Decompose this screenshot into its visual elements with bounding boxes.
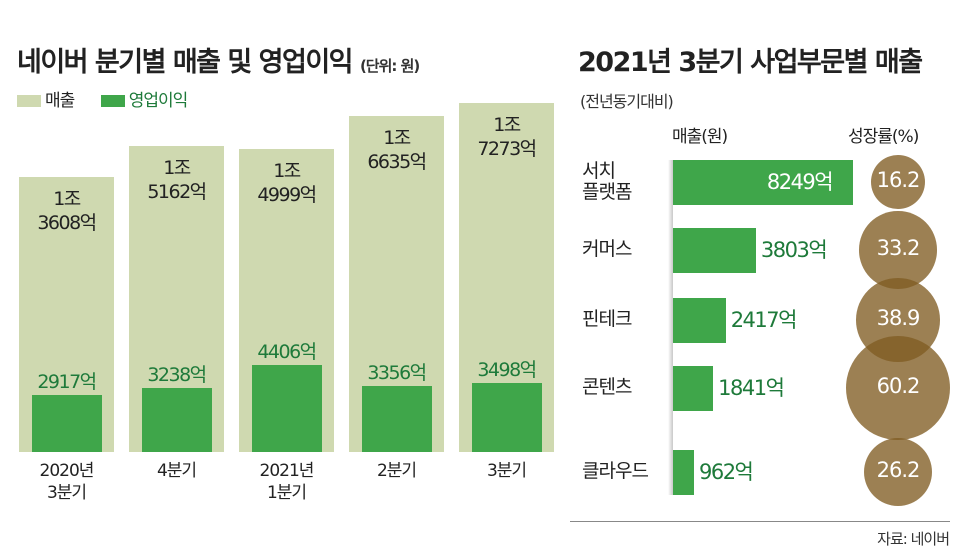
x-tick-label: 2020년 3분기 [39, 461, 95, 503]
legend-sales-label: 매출 [45, 91, 75, 111]
col-header-sales: 매출(원) [672, 127, 728, 147]
growth-value-label: 60.2 [876, 374, 921, 398]
category-label: 커머스 [582, 238, 632, 260]
sales-value-label: 1조 5162억 [147, 156, 207, 203]
category-label: 핀테크 [582, 308, 632, 330]
category-label: 서치 플랫폼 [582, 160, 632, 203]
sales-value-label: 8249억 [766, 170, 834, 194]
sales-value-label: 962억 [698, 460, 754, 484]
growth-bubble [859, 211, 937, 289]
legend-operating-swatch [100, 95, 125, 107]
sales-value-label: 2417억 [730, 308, 798, 332]
x-tick-label: 2분기 [376, 461, 417, 481]
unit-label: (단위: 원) [359, 57, 420, 75]
growth-bubble [871, 155, 925, 209]
growth-value-label: 16.2 [876, 168, 921, 192]
left-chart-title: 네이버 분기별 매출 및 영업이익 (단위: 원) [17, 40, 420, 79]
operating-bar [472, 383, 542, 452]
legend: 매출 영업이익 [17, 86, 189, 111]
growth-value-label: 26.2 [876, 458, 921, 482]
operating-bar [362, 385, 432, 452]
left-title-text: 네이버 분기별 매출 및 영업이익 [17, 47, 354, 78]
x-tick-label: 2021년 1분기 [259, 461, 315, 503]
operating-value-label: 3498억 [477, 359, 537, 382]
legend-sales-swatch [17, 95, 41, 107]
sales-bar [673, 228, 756, 273]
sales-bar [673, 450, 694, 495]
sales-value-label: 3803억 [760, 238, 828, 262]
source-note: 자료: 네이버 [877, 530, 950, 548]
category-label: 클라우드 [582, 460, 649, 482]
sales-value-label: 1조 6635억 [367, 126, 427, 173]
category-label: 콘텐츠 [582, 376, 632, 398]
divider [570, 521, 950, 522]
growth-value-label: 33.2 [876, 236, 921, 260]
operating-value-label: 3356억 [367, 361, 427, 384]
sales-bar [673, 160, 853, 205]
right-chart-title: 2021년 3분기 사업부문별 매출 [578, 47, 923, 78]
operating-bar [142, 388, 212, 452]
axis-line [668, 160, 673, 495]
growth-bubble [846, 336, 950, 440]
sales-value-label: 1조 4999억 [257, 160, 317, 207]
sales-bar [673, 366, 714, 411]
operating-value-label: 2917억 [37, 370, 97, 393]
sales-bar [673, 298, 726, 343]
sales-value-label: 1841억 [718, 376, 785, 400]
col-header-growth: 성장률(%) [848, 127, 919, 147]
legend-operating-label: 영업이익 [128, 91, 189, 111]
operating-bar [32, 394, 102, 452]
x-tick-label: 3분기 [486, 461, 527, 481]
legend-operating: 영업이익 [100, 91, 189, 111]
sales-value-label: 1조 7273억 [477, 114, 537, 161]
operating-value-label: 3238억 [147, 364, 207, 387]
operating-value-label: 4406억 [257, 341, 317, 364]
x-tick-label: 4분기 [156, 461, 197, 481]
sales-value-label: 1조 3608억 [37, 188, 97, 235]
legend-sales: 매출 [17, 91, 75, 111]
growth-bubble [863, 437, 933, 507]
right-chart-subtitle: (전년동기대비) [580, 92, 674, 111]
operating-bar [252, 365, 322, 452]
growth-value-label: 38.9 [876, 306, 921, 330]
